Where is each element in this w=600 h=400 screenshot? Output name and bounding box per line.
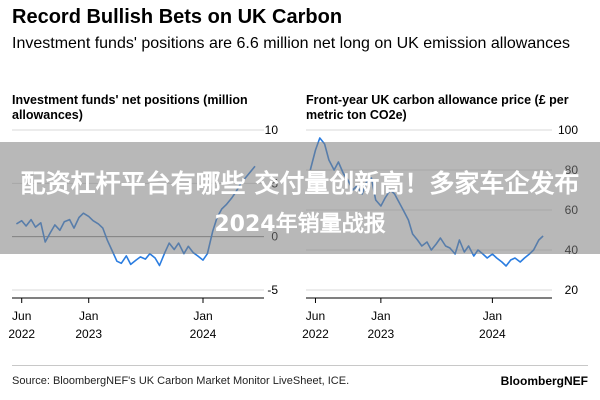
left-ytick-label: 10 xyxy=(265,123,279,137)
right-ytick-label: 20 xyxy=(565,283,579,297)
left-xtick-month: Jan xyxy=(193,309,212,323)
left-ytick-label: -5 xyxy=(267,283,278,297)
overlay-subline: 2024年销量战报 xyxy=(214,212,386,237)
right-xtick-month: Jun xyxy=(306,309,325,323)
right-xtick-month: Jan xyxy=(371,309,390,323)
left-xtick-year: 2023 xyxy=(75,327,102,341)
right-xtick-year: 2024 xyxy=(479,327,506,341)
right-panel-title: Front-year UK carbon allowance price (£ … xyxy=(306,93,569,122)
right-xtick-year: 2022 xyxy=(302,327,329,341)
footer-divider xyxy=(12,365,588,366)
chart-title: Record Bullish Bets on UK Carbon xyxy=(12,6,343,28)
right-ytick-label: 100 xyxy=(558,123,578,137)
brand-logo-text[interactable]: BloombergNEF xyxy=(500,374,588,388)
chart-subtitle: Investment funds' positions are 6.6 mill… xyxy=(12,35,571,52)
overlay-banner xyxy=(0,142,600,254)
left-xtick-year: 2022 xyxy=(8,327,35,341)
right-xtick-year: 2023 xyxy=(368,327,395,341)
right-xtick-month: Jan xyxy=(483,309,502,323)
left-panel-title: Investment funds' net positions (million… xyxy=(12,93,248,122)
left-xtick-year: 2024 xyxy=(190,327,217,341)
source-note: Source: BloombergNEF's UK Carbon Market … xyxy=(12,375,350,387)
overlay-headline: 配资杠杆平台有哪些 交付量创新高！多家车企发布 xyxy=(20,169,580,198)
left-xtick-month: Jun xyxy=(12,309,31,323)
left-xtick-month: Jan xyxy=(79,309,98,323)
